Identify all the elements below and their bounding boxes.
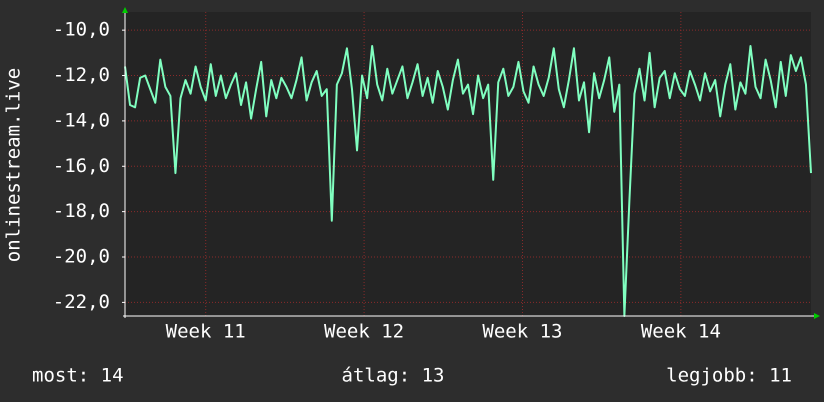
y-tick-label: -14,0	[53, 109, 110, 131]
y-axis-label: onlinestream.live	[3, 68, 25, 262]
y-tick-label: -16,0	[53, 155, 110, 177]
x-tick-label: Week 13	[482, 321, 562, 343]
grid	[125, 12, 811, 316]
x-tick-label: Week 11	[166, 321, 246, 343]
y-tick-label: -18,0	[53, 200, 110, 222]
y-tick-label: -12,0	[53, 64, 110, 86]
footer-current: most: 14	[32, 365, 124, 387]
plot-area	[125, 12, 811, 316]
y-tick-label: -20,0	[53, 246, 110, 268]
series-line	[124, 45, 812, 317]
x-arrow	[814, 313, 820, 319]
footer-average: átlag: 13	[342, 365, 445, 387]
x-tick-label: Week 12	[324, 321, 404, 343]
y-arrow	[122, 7, 128, 13]
marks	[124, 45, 812, 317]
y-tick-label: -10,0	[53, 19, 110, 41]
y-tick-label: -22,0	[53, 291, 110, 313]
footer-best: legjobb: 11	[666, 365, 792, 387]
x-tick-label: Week 14	[641, 321, 721, 343]
